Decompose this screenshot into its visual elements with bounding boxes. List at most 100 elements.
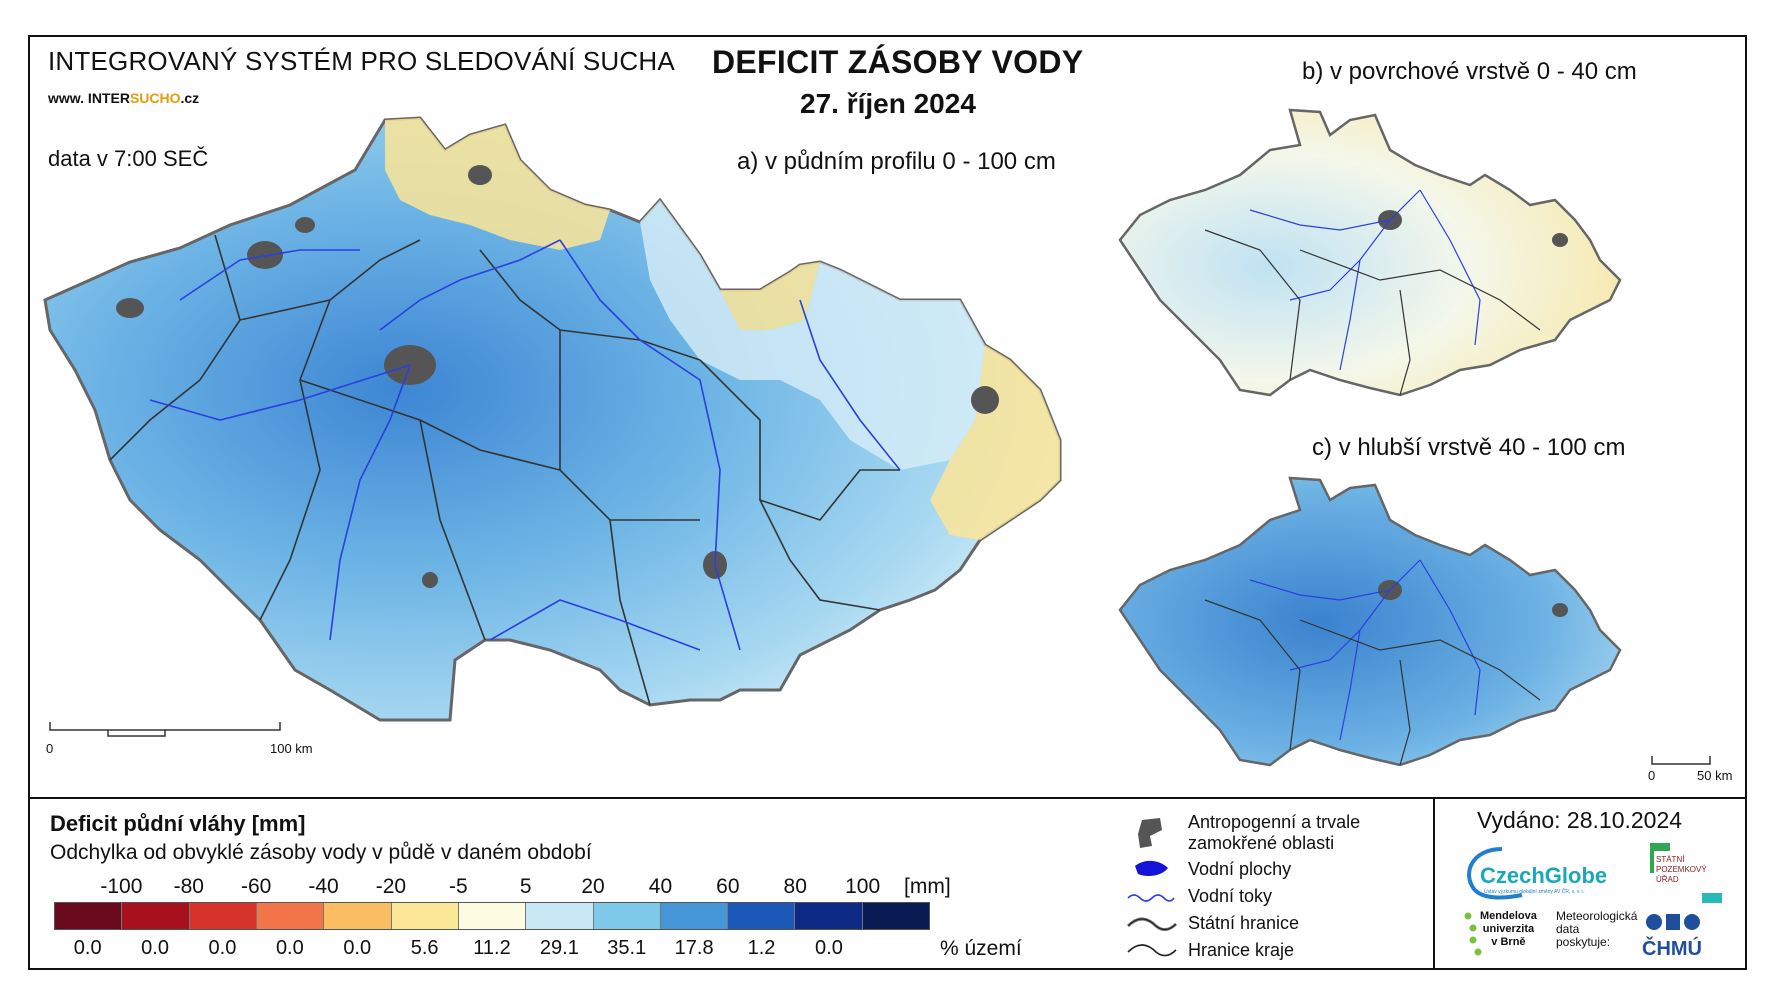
legend-percentage: 0.0 <box>343 937 372 959</box>
legend-percentage: 1.2 <box>747 937 776 959</box>
map-a-deficit-east <box>930 345 1060 540</box>
legend-color-9 <box>660 903 729 929</box>
map-c-scale-zero: 0 <box>1648 768 1656 783</box>
chmu-text: ČHMÚ <box>1642 938 1702 960</box>
legend-percentage: 17.8 <box>674 937 714 959</box>
legend-tick: -20 <box>375 875 407 898</box>
anthropogenic-symbol <box>1138 818 1162 848</box>
spu-text: STÁTNÍ POZEMKOVÝ ÚŘAD <box>1656 855 1707 885</box>
legend-tick: 100 <box>845 875 881 898</box>
legend-color-12 <box>862 903 930 929</box>
map-a-deficit-north <box>385 118 610 250</box>
map-c-caption: c) v hlubší vrstvě 40 - 100 cm <box>1312 434 1626 461</box>
meteo-text-2: data <box>1556 922 1580 936</box>
map-b-caption: b) v povrchové vrstvě 0 - 40 cm <box>1302 58 1637 85</box>
region-border-symbol <box>1127 944 1177 957</box>
meteo-text: Meteorologická data poskytuje: <box>1556 910 1637 949</box>
legend-color-10 <box>728 903 796 929</box>
spu-text-2: POZEMKOVÝ <box>1656 865 1707 874</box>
map-c-territory <box>1118 476 1622 767</box>
legend-percentage: 0.0 <box>141 937 169 959</box>
legend-color-1 <box>122 903 190 929</box>
mendel-logo: Mendelova univerzita v Brně <box>1462 908 1562 968</box>
water-body-symbol <box>1135 860 1168 876</box>
map-a-scale-bar <box>49 722 281 737</box>
mendel-text-1: Mendelova <box>1480 910 1537 922</box>
legend-percent-label: % území <box>940 937 1022 960</box>
map-c-scale-bar <box>1651 756 1711 765</box>
legend-percentage: 0.0 <box>208 937 237 959</box>
map-frame <box>28 35 1747 970</box>
page-title: DEFICIT ZÁSOBY VODY <box>712 44 1084 80</box>
legend-percentage: 0.0 <box>815 937 843 959</box>
map-a-caption: a) v půdním profilu 0 - 100 cm <box>737 148 1056 175</box>
spu-bar-top <box>1650 843 1670 851</box>
spu-square <box>1702 893 1722 903</box>
website-link[interactable]: www. INTERSUCHO.cz <box>48 90 199 106</box>
site-suffix: .cz <box>180 90 200 106</box>
legend-percentage: 0.0 <box>73 937 102 959</box>
map-c-scale-end: 50 km <box>1697 768 1733 783</box>
legend-color-5 <box>391 903 459 929</box>
legend-colorbar <box>54 902 930 930</box>
legend-tick: -5 <box>448 875 468 898</box>
region-border-label: Hranice kraje <box>1188 940 1295 960</box>
czechglobe-text: CzechGlobe <box>1480 863 1608 888</box>
anthropogenic-label-2: zamokřené oblasti <box>1188 833 1335 853</box>
legend-divider <box>28 797 1747 799</box>
mendel-text-3: v Brně <box>1491 936 1526 948</box>
water-bodies-label: Vodní plochy <box>1188 859 1292 879</box>
legend-percentage: 29.1 <box>539 937 579 959</box>
legend-color-7 <box>526 903 594 929</box>
legend-subtitle: Odchylka od obvyklé zásoby vody v půdě v… <box>50 841 592 864</box>
map-a-scale-zero: 0 <box>46 741 54 756</box>
legend-tick: 20 <box>581 875 605 898</box>
legend-color-4 <box>324 903 392 929</box>
legend-percentage: 5.6 <box>410 937 439 959</box>
legend-color-6 <box>458 903 527 929</box>
mendel-dots <box>1464 912 1482 956</box>
logos-divider <box>1433 797 1435 970</box>
map-b <box>1118 108 1622 397</box>
meteo-provider: Meteorologická data poskytuje: ČHMÚ <box>1556 910 1736 968</box>
legend-title: Deficit půdní vláhy [mm] <box>50 811 306 836</box>
legend-tick: 80 <box>783 875 807 898</box>
czechglobe-subtext: Ústav výzkumu globální změny AV ČR, v. v… <box>1484 889 1585 895</box>
legend-tick: -40 <box>308 875 339 898</box>
map-a-scale-end: 100 km <box>270 741 313 756</box>
legend-tick: 5 <box>519 875 532 898</box>
legend-color-11 <box>795 903 863 929</box>
mendel-text: Mendelova univerzita v Brně <box>1480 910 1537 949</box>
map-a <box>43 116 1062 722</box>
legend-tick: -60 <box>240 875 272 898</box>
site-prefix: www. INTER <box>48 90 130 106</box>
anthropogenic-label-1: Antropogenní a trvale <box>1188 812 1361 832</box>
legend-tick: -80 <box>173 875 204 898</box>
spu-text-1: STÁTNÍ <box>1656 855 1685 864</box>
mendel-text-2: univerzita <box>1482 923 1535 935</box>
legend-color-2 <box>189 903 257 929</box>
state-border-symbol <box>1126 917 1178 931</box>
site-highlight: SUCHO <box>129 90 181 106</box>
system-title: INTEGROVANÝ SYSTÉM PRO SLEDOVÁNÍ SUCHA <box>48 46 675 76</box>
spu-logo: STÁTNÍ POZEMKOVÝ ÚŘAD <box>1650 843 1730 913</box>
issued-date: Vydáno: 28.10.2024 <box>1477 807 1683 833</box>
czechglobe-swoosh <box>1467 847 1523 900</box>
legend-color-0 <box>55 903 123 929</box>
map-a-ostrava <box>971 386 999 414</box>
spu-text-3: ÚŘAD <box>1656 875 1679 884</box>
legend-tick: 40 <box>648 875 673 898</box>
data-time: data v 7:00 SEČ <box>48 146 209 171</box>
meteo-text-1: Meteorologická <box>1556 909 1638 923</box>
chmu-icon <box>1646 914 1700 930</box>
legend-tick: -100 <box>100 875 143 898</box>
map-b-territory <box>1118 108 1622 397</box>
czechglobe-logo: CzechGlobe Ústav výzkumu globální změny … <box>1462 843 1612 903</box>
legend-percentage: 0.0 <box>275 937 304 959</box>
legend-color-8 <box>593 903 661 929</box>
streams-label: Vodní toky <box>1188 886 1273 906</box>
meteo-text-3: poskytuje: <box>1556 935 1611 949</box>
legend-color-3 <box>256 903 325 929</box>
legend-tick: 60 <box>716 875 740 898</box>
